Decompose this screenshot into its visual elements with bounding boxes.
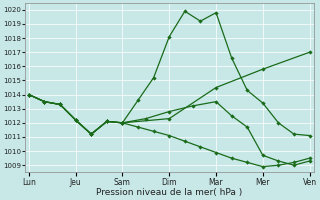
X-axis label: Pression niveau de la mer( hPa ): Pression niveau de la mer( hPa ) bbox=[96, 188, 242, 197]
